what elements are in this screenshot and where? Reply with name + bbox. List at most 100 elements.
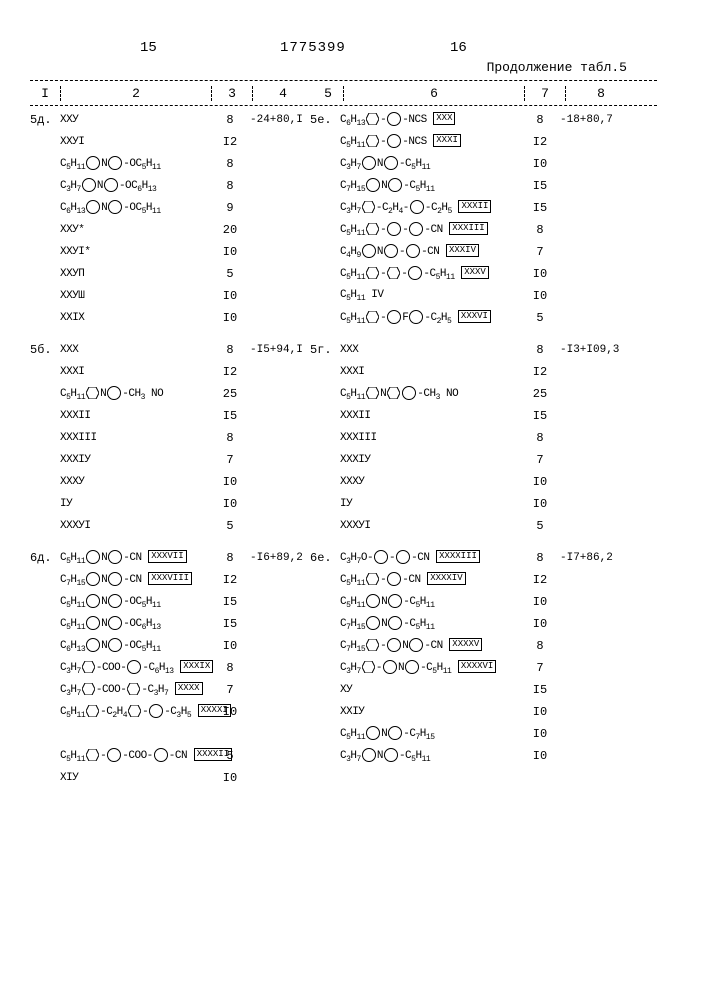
cyclohexane-ring-icon — [366, 113, 379, 125]
benzene-ring-icon — [86, 616, 100, 630]
benzene-ring-icon — [409, 222, 423, 236]
compound-right: C5H11---CN XXXIII — [340, 222, 520, 238]
compound-right: C5H11-F-C2H5 XXXVI — [340, 310, 520, 326]
value-left: 8 — [210, 157, 250, 171]
compound-left: C3H7-COO--C6H13 XXXIX — [60, 660, 210, 676]
benzene-ring-icon — [409, 310, 423, 324]
benzene-ring-icon — [154, 748, 168, 762]
value-left: 5 — [210, 267, 250, 281]
range-right: -18+80,7 — [560, 114, 630, 126]
compound-left: XXXIII — [60, 432, 210, 444]
compound-right: C7H15N-C5H11 — [340, 178, 520, 194]
value-left: I0 — [210, 771, 250, 785]
compound-right: ХУ — [340, 684, 520, 696]
benzene-ring-icon — [388, 594, 402, 608]
table-row: XXXIII5XXXIII5 — [30, 406, 657, 426]
value-right: I0 — [520, 595, 560, 609]
table-row: C3H7-COO--C6H13 XXXIX8C3H7-N-C5H11 XXXXV… — [30, 658, 657, 678]
range-right: -I3+I09,3 — [560, 344, 630, 356]
benzene-ring-icon — [107, 386, 121, 400]
cyclohexane-ring-icon — [362, 201, 375, 213]
benzene-ring-icon — [86, 156, 100, 170]
table-row: XXXII2XXXII2 — [30, 362, 657, 382]
value-left: 5 — [210, 519, 250, 533]
compound-right: C5H11N-CH3 NO — [340, 386, 520, 402]
benzene-ring-icon — [362, 244, 376, 258]
compound-left: C5H11N-OC6H13 — [60, 616, 210, 632]
value-left: 20 — [210, 223, 250, 237]
compound-left: C3H7-COO--C3H7 XXXX — [60, 682, 210, 698]
benzene-ring-icon — [86, 200, 100, 214]
benzene-ring-icon — [104, 178, 118, 192]
table-row: C5H11N-OC5H11I5C5H11N-C5H11I0 — [30, 592, 657, 612]
value-right: I0 — [520, 749, 560, 763]
row-label: 5д. — [30, 113, 60, 127]
compound-right: C5H11N-C7H15 — [340, 726, 520, 742]
value-right: I0 — [520, 475, 560, 489]
compound-right: XXXУ — [340, 476, 520, 488]
page-number-right: 16 — [450, 40, 467, 56]
compound-left: ХХУШ — [60, 290, 210, 302]
table-row: C5H11N-OC6H13I5C7H15N-C5H11I0 — [30, 614, 657, 634]
benzene-ring-icon — [107, 748, 121, 762]
benzene-ring-icon — [374, 550, 388, 564]
table-row: C6H13N-OC5H119C3H7-C2H4--C2H5 XXXIII5 — [30, 198, 657, 218]
value-left: 8 — [210, 661, 250, 675]
value-left: I5 — [210, 409, 250, 423]
cyclohexane-ring-icon — [86, 705, 99, 717]
value-right: I0 — [520, 157, 560, 171]
benzene-ring-icon — [387, 638, 401, 652]
table-row: XXXУI0XXXУI0 — [30, 472, 657, 492]
compound-left: XXXIУ — [60, 454, 210, 466]
compound-left: C5H11-C2H4--C3H5 XXXXI — [60, 704, 210, 720]
table-row: ХХУП5C5H11---C5H11 XXXVI0 — [30, 264, 657, 284]
benzene-ring-icon — [387, 112, 401, 126]
value-right: I2 — [520, 365, 560, 379]
row-label: 5б. — [30, 343, 60, 357]
compound-left: ХIУ — [60, 772, 210, 784]
compound-right: C3H7N-C5H11 — [340, 748, 520, 764]
benzene-ring-icon — [366, 726, 380, 740]
col-header-1: I — [30, 86, 61, 101]
cyclohexane-ring-icon — [366, 387, 379, 399]
compound-left: XXXII — [60, 410, 210, 422]
page-number-left: 15 — [140, 40, 157, 56]
value-left: I0 — [210, 311, 250, 325]
cyclohexane-ring-icon — [362, 661, 375, 673]
compound-left: XXX — [60, 344, 210, 356]
table-row: C5H11-C2H4--C3H5 XXXXII0ХХIУI0 — [30, 702, 657, 722]
value-right: 8 — [520, 343, 560, 357]
compound-right: C7H15-N-CN XXXXV — [340, 638, 520, 654]
benzene-ring-icon — [384, 156, 398, 170]
table-row: ХIУI0 — [30, 768, 657, 788]
compound-left: C6H13N-OC5H11 — [60, 638, 210, 654]
table-row: ХХIХI0C5H11-F-C2H5 XXXVI5 — [30, 308, 657, 328]
table-continuation-label: Продолжение табл.5 — [487, 60, 627, 75]
col-header-4: 4 — [253, 86, 313, 101]
benzene-ring-icon — [383, 660, 397, 674]
col-header-8: 8 — [566, 86, 636, 101]
roman-numeral-box: XXXII — [458, 200, 491, 213]
roman-numeral-box: XXXXIII — [436, 550, 480, 563]
value-left: I0 — [210, 497, 250, 511]
col-header-7: 7 — [525, 86, 566, 101]
benzene-ring-icon — [82, 178, 96, 192]
value-right: 8 — [520, 551, 560, 565]
value-left: I5 — [210, 595, 250, 609]
table-row: ХХУШI0C5H11 IVI0 — [30, 286, 657, 306]
compound-right: C3H7O---CN XXXXIII — [340, 550, 520, 566]
value-left: 5 — [210, 749, 250, 763]
benzene-ring-icon — [149, 704, 163, 718]
benzene-ring-icon — [387, 572, 401, 586]
compound-right: C5H11---C5H11 XXXV — [340, 266, 520, 282]
cyclohexane-ring-icon — [366, 223, 379, 235]
benzene-ring-icon — [387, 134, 401, 148]
benzene-ring-icon — [388, 178, 402, 192]
cyclohexane-ring-icon — [82, 683, 95, 695]
value-right: 7 — [520, 453, 560, 467]
benzene-ring-icon — [108, 200, 122, 214]
value-right: 8 — [520, 223, 560, 237]
col-header-5: 5 — [313, 86, 344, 101]
roman-numeral-box: XXXXVI — [458, 660, 496, 673]
compound-right: C5H11--NCS XXXI — [340, 134, 520, 150]
